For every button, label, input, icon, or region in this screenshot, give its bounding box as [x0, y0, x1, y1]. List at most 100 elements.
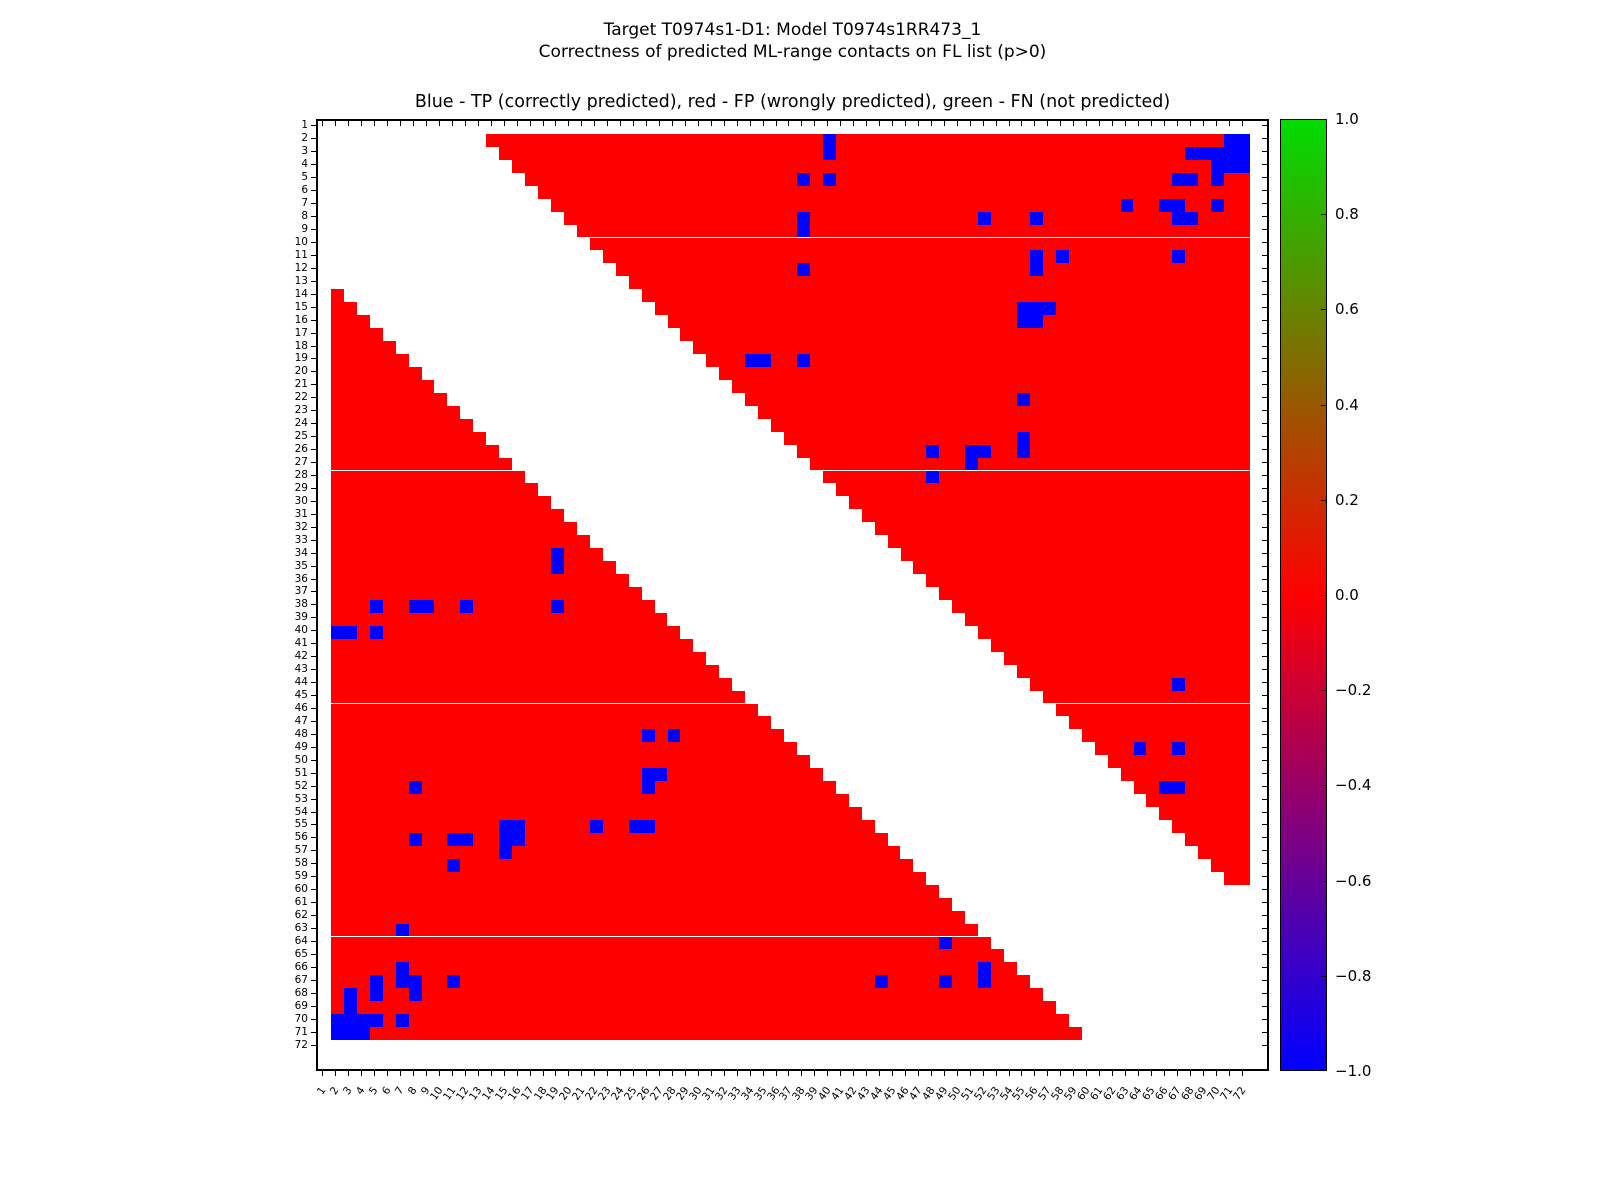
fp-region-row [1042, 690, 1250, 704]
y-axis-tick-right [1262, 630, 1267, 632]
x-axis-tick-top [322, 121, 324, 126]
fp-region-row [887, 535, 1250, 549]
tp-cell [343, 1014, 357, 1028]
x-axis-tick-top [503, 121, 505, 126]
tp-cell [926, 444, 940, 458]
x-axis-tick-top [1189, 121, 1191, 126]
x-axis-tick [620, 1071, 622, 1076]
tp-cell [395, 962, 409, 976]
tp-cell [369, 975, 383, 989]
tp-cell [1172, 198, 1186, 212]
tp-cell [641, 820, 655, 833]
tp-cell [654, 768, 668, 782]
colorbar-tick-label: −0.2 [1335, 681, 1372, 700]
fp-region-row [589, 237, 1250, 251]
y-axis-tick-right [1262, 449, 1267, 451]
y-axis-label: 5 [301, 171, 308, 184]
y-axis-tick-right [1262, 656, 1267, 658]
x-axis-tick-top [1034, 121, 1036, 126]
tp-cell [447, 858, 461, 872]
x-axis-tick-top [943, 121, 945, 126]
y-axis-tick [311, 966, 316, 968]
x-axis-tick [1086, 1071, 1088, 1076]
colorbar-tick [1321, 214, 1326, 216]
tp-cell [1185, 146, 1199, 160]
tp-cell [641, 781, 655, 795]
tp-cell [395, 923, 409, 937]
x-axis-tick [904, 1071, 906, 1076]
tp-cell [965, 457, 979, 471]
tp-cell [1029, 263, 1043, 277]
tp-cell [356, 1014, 370, 1028]
y-axis-tick [311, 474, 316, 476]
x-axis-tick [684, 1071, 686, 1076]
fp-region-row [551, 198, 1250, 212]
x-axis-tick-top [1073, 121, 1075, 126]
colorbar-tick-label: 0.0 [1335, 586, 1359, 604]
x-axis-tick-top [775, 121, 777, 126]
tp-cell [447, 832, 461, 846]
x-axis-tick-top [1163, 121, 1165, 126]
tp-cell [1029, 250, 1043, 264]
tp-cell [1172, 172, 1186, 186]
y-axis-tick-right [1262, 604, 1267, 606]
tp-cell [1185, 172, 1199, 186]
fp-region-row [330, 703, 759, 717]
fp-region-row [1185, 832, 1250, 846]
x-axis-tick [529, 1071, 531, 1076]
x-axis-tick [659, 1071, 661, 1076]
tp-cell [978, 444, 992, 458]
y-axis-tick-right [1262, 643, 1267, 645]
y-axis-tick [311, 695, 316, 697]
y-axis-tick-right [1262, 500, 1267, 502]
x-axis-tick [1150, 1071, 1152, 1076]
tp-cell [343, 625, 357, 639]
y-axis-tick [311, 1031, 316, 1033]
y-axis-tick-right [1262, 979, 1267, 981]
x-axis-tick [710, 1071, 712, 1076]
y-axis-tick [311, 280, 316, 282]
y-axis-tick-right [1262, 423, 1267, 425]
y-axis-tick [311, 643, 316, 645]
x-axis-tick-top [1215, 121, 1217, 126]
x-axis-tick-top [853, 121, 855, 126]
tp-cell [978, 962, 992, 976]
y-axis-label: 40 [294, 624, 308, 637]
tp-cell [667, 729, 681, 743]
x-axis-tick [1073, 1071, 1075, 1076]
x-axis-tick-top [917, 121, 919, 126]
y-axis-tick [311, 177, 316, 179]
x-axis-tick [671, 1071, 673, 1076]
fp-region-row [330, 871, 927, 885]
fp-region-row [330, 677, 733, 691]
y-axis-tick [311, 216, 316, 218]
y-axis-tick-right [1262, 565, 1267, 567]
x-axis-tick [490, 1071, 492, 1076]
x-axis-tick [322, 1071, 324, 1076]
y-axis-tick [311, 267, 316, 269]
fp-region-row [1068, 716, 1250, 730]
fp-region-row [330, 587, 642, 600]
y-axis-label: 46 [294, 701, 308, 714]
y-axis-label: 44 [294, 676, 308, 689]
tp-cell [978, 211, 992, 225]
tp-cell [796, 211, 810, 225]
y-axis-label: 27 [294, 456, 308, 469]
x-axis-tick-top [969, 121, 971, 126]
y-axis-tick [311, 824, 316, 826]
tp-cell [1198, 146, 1212, 160]
x-axis-tick-top [413, 121, 415, 126]
fp-region-row [771, 418, 1250, 432]
y-axis-tick [311, 241, 316, 243]
y-axis-tick-right [1262, 319, 1267, 321]
fp-region-row [693, 341, 1250, 354]
x-axis-tick [930, 1071, 932, 1076]
y-axis-label: 37 [294, 585, 308, 598]
y-axis-label: 3 [301, 145, 308, 158]
y-axis-tick [311, 358, 316, 360]
x-axis-tick-top [490, 121, 492, 126]
y-axis-label: 51 [294, 766, 308, 779]
colorbar-tick [1321, 595, 1326, 596]
x-axis-tick [1215, 1071, 1217, 1076]
x-axis-tick-top [387, 121, 389, 126]
